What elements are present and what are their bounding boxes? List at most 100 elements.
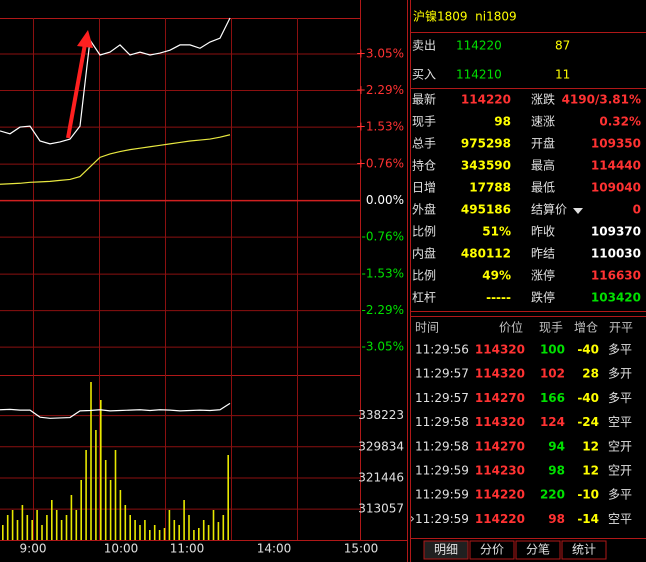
stat-label: 开盘 <box>531 136 555 151</box>
volume-bar <box>153 525 156 540</box>
volume-bar <box>36 510 38 540</box>
volume-bar <box>100 400 102 540</box>
trade-oi-change: -14 <box>577 512 599 526</box>
arrow-annotation <box>66 30 93 139</box>
trade-price: 114320 <box>475 367 525 381</box>
stat-value: 480112 <box>461 247 511 261</box>
trade-oi-change: -10 <box>577 488 599 502</box>
trade-oi-change: 12 <box>582 439 599 453</box>
tab-label[interactable]: 分价 <box>480 543 504 557</box>
dropdown-icon[interactable] <box>573 208 583 214</box>
volume-bar <box>173 520 176 540</box>
volume-tick-label: 329834 <box>358 439 404 453</box>
volume-tick-label: 338223 <box>358 408 404 422</box>
trade-header: 开平 <box>609 321 633 335</box>
tab-label[interactable]: 统计 <box>572 543 596 557</box>
stat-label: 持仓 <box>412 158 436 173</box>
trade-time: 11:29:57 <box>415 367 469 381</box>
stat-label: 最低 <box>531 181 555 195</box>
trade-type: 多平 <box>608 343 632 357</box>
trade-time: 11:29:59 <box>415 488 469 502</box>
stat-label: 跌停 <box>531 290 555 305</box>
vertical-grid <box>33 18 298 540</box>
volume-bar <box>51 500 53 540</box>
volume-bar <box>149 530 151 540</box>
trade-oi-change: -24 <box>577 415 599 429</box>
time-label: 11:00 <box>170 542 205 556</box>
stat-label: 比例 <box>412 225 436 239</box>
trade-qty: 94 <box>548 439 565 453</box>
volume-bar <box>114 450 117 540</box>
price-tick-label: +3.05% <box>356 47 404 61</box>
stat-label: 比例 <box>412 269 436 283</box>
trade-qty: 166 <box>540 391 565 405</box>
volume-bar <box>193 530 195 540</box>
bid-qty: 11 <box>555 68 570 82</box>
time-label: 14:00 <box>257 542 292 556</box>
trade-price: 114230 <box>475 464 525 478</box>
price-line <box>0 17 231 145</box>
tab[interactable] <box>423 540 469 560</box>
trade-time: 11:29:57 <box>415 391 469 405</box>
stat-label: 昨收 <box>531 225 555 239</box>
stat-label: 最新 <box>412 92 436 107</box>
price-tick-label: +0.76% <box>356 157 404 171</box>
trade-time: 11:29:59 <box>415 512 469 526</box>
stat-value: 49% <box>482 269 511 283</box>
stat-value: 495186 <box>461 203 511 217</box>
volume-bar <box>55 510 58 540</box>
trade-type: 多平 <box>608 391 632 405</box>
trade-header: 时间 <box>415 321 439 335</box>
trade-price: 114270 <box>475 439 525 453</box>
volume-bar <box>2 525 4 540</box>
price-tick-label: 0.00% <box>366 193 404 207</box>
volume-bar <box>178 525 180 540</box>
volume-tick-label: 321446 <box>358 470 404 484</box>
stat-value: 114220 <box>461 93 511 107</box>
trade-time: 11:29:58 <box>415 415 469 429</box>
stat-value: 0.32% <box>599 115 641 129</box>
time-label: 15:00 <box>344 542 379 556</box>
volume-bar <box>183 500 185 540</box>
volume-bar <box>212 510 215 540</box>
stat-label: 外盘 <box>412 202 436 217</box>
tab[interactable] <box>469 540 515 560</box>
stat-label: 结算价 <box>531 202 567 217</box>
stat-label: 现手 <box>412 115 436 129</box>
tab-label[interactable]: 明细 <box>434 543 458 557</box>
volume-bar <box>227 455 229 540</box>
volume-bar <box>31 520 33 540</box>
time-label: 9:00 <box>20 542 47 556</box>
trade-qty: 100 <box>540 343 565 357</box>
ask-price: 114220 <box>456 39 502 53</box>
open-interest-line <box>0 402 231 419</box>
stat-value: 103420 <box>591 291 641 305</box>
volume-bar <box>202 520 205 540</box>
ask-label: 卖出 <box>412 39 436 53</box>
price-tick-label: -1.53% <box>362 267 404 281</box>
volume-bar <box>6 515 9 540</box>
trade-time: 11:29:59 <box>415 464 469 478</box>
trade-header: 现手 <box>539 321 563 335</box>
stat-value: 975298 <box>461 137 511 151</box>
volume-bar <box>124 505 127 540</box>
tab[interactable] <box>515 540 561 560</box>
stat-value: 109370 <box>591 225 641 239</box>
stat-value: 110030 <box>591 247 641 261</box>
tab-label[interactable]: 分笔 <box>526 542 550 557</box>
quote-panel: 沪镍1809 ni1809 卖出 114220 87 买入 114210 11 最新 11422… <box>412 10 641 560</box>
volume-bar <box>217 522 220 540</box>
trade-type: 空开 <box>608 464 632 478</box>
stat-value: 0 <box>633 203 641 217</box>
volume-bar <box>144 520 146 540</box>
trade-oi-change: 28 <box>582 367 599 381</box>
stat-label: 速涨 <box>531 114 555 129</box>
volume-bar <box>16 520 19 540</box>
trade-type: 空平 <box>608 415 632 429</box>
volume-bar <box>46 515 48 540</box>
trade-header: 增仓 <box>574 321 598 335</box>
price-tick-label: +1.53% <box>356 120 404 134</box>
volume-bar <box>104 460 107 540</box>
tab[interactable] <box>561 540 607 560</box>
